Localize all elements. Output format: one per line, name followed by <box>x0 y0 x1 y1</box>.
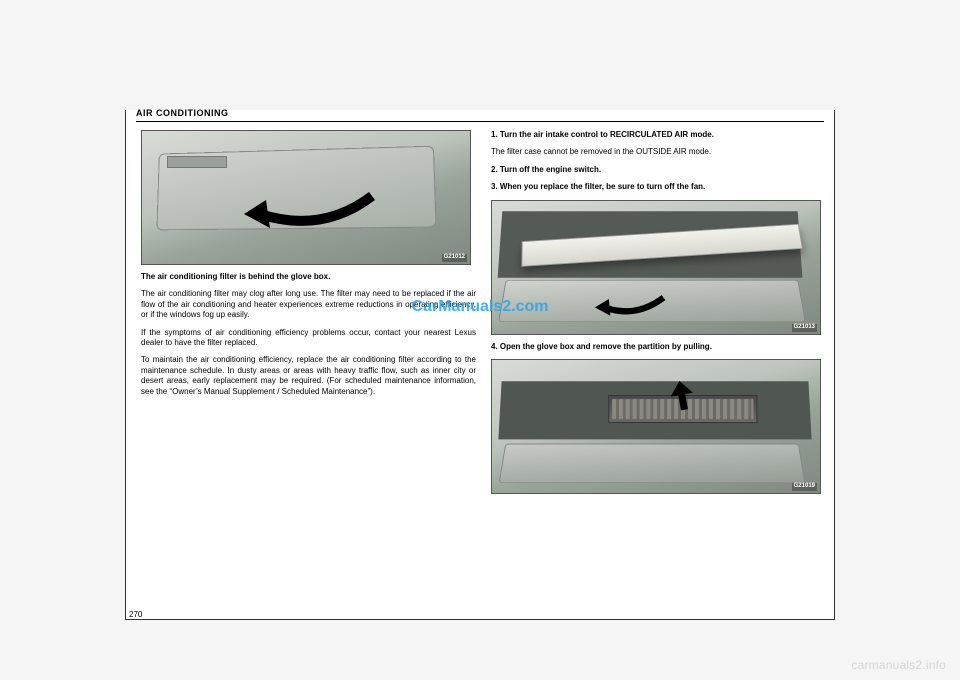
manual-page: AIR CONDITIONING G21012 The air conditio… <box>125 110 835 620</box>
section-header: AIR CONDITIONING <box>136 108 229 118</box>
footer-watermark: carmanuals2.info <box>851 658 946 672</box>
step-2: 2. Turn off the engine switch. <box>491 165 826 175</box>
left-column: G21012 The air conditioning filter is be… <box>141 130 476 404</box>
step-3: 3. When you replace the filter, be sure … <box>491 182 826 192</box>
step-1: 1. Turn the air intake control to RECIRC… <box>491 130 826 140</box>
glove-slot-shape <box>167 156 227 168</box>
image-code: G21019 <box>792 483 817 491</box>
pull-arrow-icon <box>594 292 671 320</box>
caption: The air conditioning filter is behind th… <box>141 272 476 282</box>
page-number: 270 <box>129 610 142 619</box>
image-code: G21012 <box>442 254 467 262</box>
open-arrow-icon <box>242 186 382 236</box>
glove-door-shape <box>499 444 806 483</box>
step-1-note: The filter case cannot be removed in the… <box>491 147 826 157</box>
body-paragraph: The air conditioning filter may clog aft… <box>141 289 476 320</box>
body-paragraph: If the symptoms of air conditioning effi… <box>141 328 476 349</box>
image-code: G21013 <box>792 324 817 332</box>
illustration-filter: G21019 <box>491 359 821 494</box>
header-rule <box>136 121 824 122</box>
illustration-partition: G21013 <box>491 200 821 335</box>
right-column: 1. Turn the air intake control to RECIRC… <box>491 130 826 501</box>
step-4: 4. Open the glove box and remove the par… <box>491 342 826 352</box>
body-paragraph: To maintain the air conditioning efficie… <box>141 355 476 397</box>
illustration-glove-box: G21012 <box>141 130 471 265</box>
